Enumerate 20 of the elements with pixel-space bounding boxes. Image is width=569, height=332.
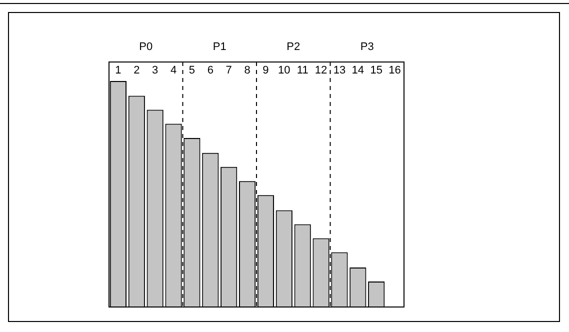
text: P1 [212,41,226,54]
x-tick-label: 2 [134,64,140,76]
x-tick-label: 11 [296,64,308,76]
x-tick-label: 12 [314,64,328,76]
x-tick-label: 15 [370,64,382,76]
x-tick-label: 8 [244,64,250,76]
x-tick-label: 6 [207,64,214,76]
x-tick-label: 1 [115,64,122,76]
x-tick-label: 10 [278,64,290,76]
x-tick-label: 3 [152,64,158,76]
x-tick-label: 16 [388,64,401,76]
text: P2 [286,41,300,54]
x-tick-label: 5 [188,64,196,76]
x-tick-label: 14 [352,64,364,76]
text: P0 [139,41,153,54]
x-tick-label: 13 [333,64,346,76]
x-tick-label: 4 [170,64,177,76]
x-tick-label: 7 [226,64,232,76]
x-tick-label: 9 [262,64,269,76]
text: P3 [360,41,374,54]
